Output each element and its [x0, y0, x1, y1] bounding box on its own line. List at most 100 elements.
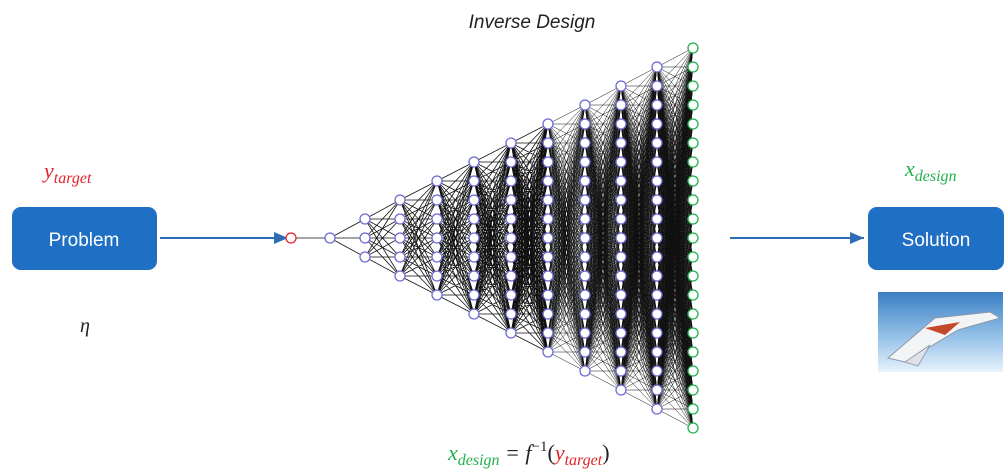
- node: [687, 422, 699, 434]
- node: [615, 137, 627, 149]
- node: [431, 194, 443, 206]
- node: [615, 327, 627, 339]
- connections: [364, 199, 401, 277]
- connections: [656, 47, 694, 429]
- node: [579, 308, 591, 320]
- label-sub: target: [54, 170, 92, 187]
- node: [468, 289, 480, 301]
- node: [468, 213, 480, 225]
- node: [687, 384, 699, 396]
- formula-part: (: [547, 440, 554, 465]
- connections: [473, 142, 512, 334]
- node: [687, 99, 699, 111]
- node: [651, 175, 663, 187]
- node: [542, 289, 554, 301]
- node: [542, 175, 554, 187]
- connections: [620, 66, 658, 410]
- node: [431, 213, 443, 225]
- node: [431, 270, 443, 282]
- node: [359, 251, 371, 263]
- node: [615, 194, 627, 206]
- node: [579, 137, 591, 149]
- node: [394, 232, 406, 244]
- node: [324, 232, 336, 244]
- problem-box: [12, 207, 157, 270]
- node: [615, 384, 627, 396]
- node: [687, 365, 699, 377]
- node: [579, 346, 591, 358]
- node: [615, 346, 627, 358]
- problem-text: Problem: [49, 230, 120, 251]
- node: [687, 346, 699, 358]
- node: [468, 156, 480, 168]
- node: [505, 175, 517, 187]
- node: [542, 327, 554, 339]
- formula-part: y: [553, 440, 565, 465]
- label-base: x: [904, 156, 915, 181]
- node: [615, 232, 627, 244]
- node: [687, 80, 699, 92]
- neural-network: [285, 42, 699, 434]
- node: [579, 213, 591, 225]
- node: [505, 213, 517, 225]
- node: [651, 118, 663, 130]
- node: [431, 289, 443, 301]
- node: [651, 251, 663, 263]
- node: [468, 232, 480, 244]
- node: [579, 232, 591, 244]
- node: [505, 270, 517, 282]
- node: [542, 270, 554, 282]
- node: [468, 308, 480, 320]
- node: [651, 80, 663, 92]
- node: [615, 308, 627, 320]
- node: [394, 251, 406, 263]
- node: [579, 156, 591, 168]
- node: [687, 251, 699, 263]
- input-label: ytarget: [42, 158, 92, 187]
- node: [505, 137, 517, 149]
- connections: [399, 180, 438, 296]
- node: [579, 118, 591, 130]
- node: [687, 308, 699, 320]
- node: [359, 213, 371, 225]
- node: [394, 194, 406, 206]
- node: [651, 156, 663, 168]
- node: [687, 118, 699, 130]
- node: [542, 232, 554, 244]
- node: [687, 175, 699, 187]
- node: [431, 232, 443, 244]
- node: [615, 80, 627, 92]
- node: [505, 156, 517, 168]
- node: [579, 99, 591, 111]
- node: [542, 137, 554, 149]
- node: [505, 308, 517, 320]
- formula-part: = f: [500, 440, 535, 465]
- node: [505, 251, 517, 263]
- label-sub: design: [915, 168, 957, 185]
- node: [651, 213, 663, 225]
- node: [542, 156, 554, 168]
- formula-part: x: [447, 440, 458, 465]
- node: [687, 137, 699, 149]
- node: [505, 289, 517, 301]
- node: [468, 251, 480, 263]
- node: [579, 365, 591, 377]
- node: [687, 289, 699, 301]
- node: [651, 61, 663, 73]
- node: [687, 61, 699, 73]
- node: [505, 232, 517, 244]
- node: [651, 346, 663, 358]
- title: Inverse Design: [469, 12, 596, 33]
- node: [687, 327, 699, 339]
- node: [615, 270, 627, 282]
- node: [542, 194, 554, 206]
- node: [687, 403, 699, 415]
- node: [687, 232, 699, 244]
- node: [615, 118, 627, 130]
- node: [579, 251, 591, 263]
- node: [431, 175, 443, 187]
- node: [651, 270, 663, 282]
- node: [285, 232, 297, 244]
- node: [615, 213, 627, 225]
